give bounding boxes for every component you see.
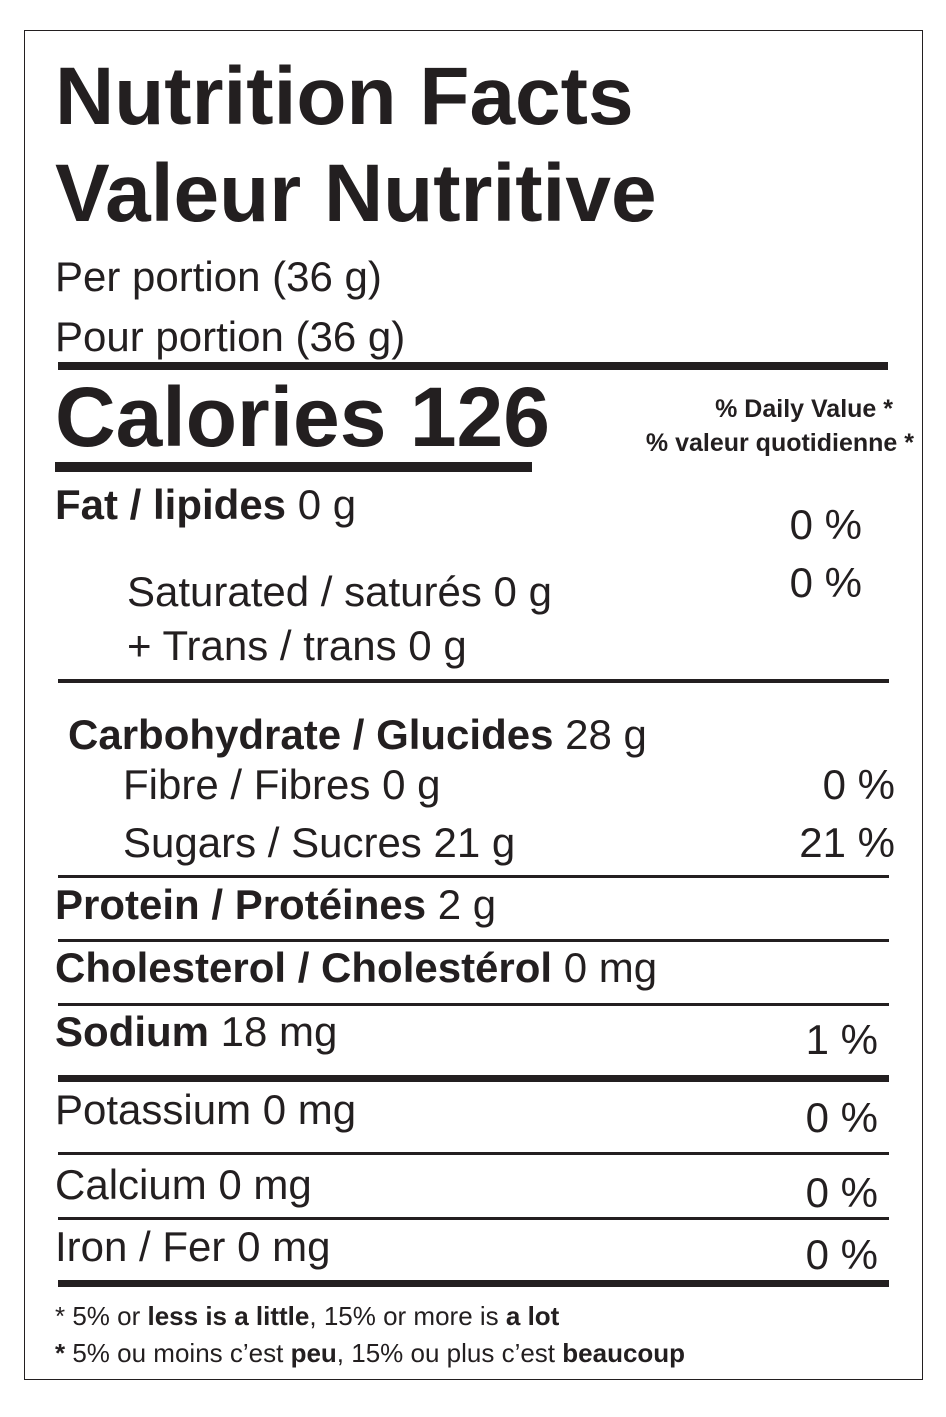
nutrient-label: Protein / Protéines (55, 881, 427, 928)
nutrient-label: Sugars / Sucres (123, 819, 422, 866)
divider (58, 1217, 889, 1220)
nutrient-calcium: Calcium 0 mg (55, 1164, 312, 1206)
footnote-text: , 15% ou plus c’est (336, 1338, 563, 1368)
nutrient-label: Carbohydrate / Glucides (68, 711, 554, 758)
footnote-english: * 5% or less is a little, 15% or more is… (55, 1303, 559, 1329)
divider (58, 1152, 889, 1155)
footnote-text: 5% ou moins c’est (65, 1338, 291, 1368)
nutrient-sodium-dv: 1 % (805, 1016, 878, 1063)
nutrient-amount: 2 g (437, 881, 497, 928)
divider (58, 939, 889, 942)
daily-value-header-english: % Daily Value * (715, 395, 893, 423)
nutrient-sodium: Sodium 18 mg (55, 1011, 337, 1053)
nutrient-trans: + Trans / trans 0 g (127, 625, 467, 667)
nutrient-amount: 0 mg (563, 944, 658, 991)
nutrient-amount: 0 g (493, 568, 552, 615)
nutrient-amount: 0 mg (262, 1086, 357, 1133)
footnote-emphasis: peu (290, 1338, 337, 1368)
nutrient-amount: 0 g (408, 622, 467, 669)
nutrient-amount: 0 g (297, 481, 357, 528)
divider-thick (58, 1280, 889, 1287)
label-border (24, 30, 923, 1380)
nutrient-amount: 0 g (382, 761, 441, 808)
nutrient-iron-dv: 0 % (805, 1231, 878, 1278)
nutrient-saturated-dv: 0 % (789, 559, 862, 606)
nutrient-amount: 18 mg (220, 1008, 338, 1055)
nutrient-amount: 0 mg (237, 1223, 331, 1270)
nutrient-amount: 0 mg (218, 1161, 312, 1208)
nutrient-amount: 28 g (565, 711, 647, 758)
serving-size-french: Pour portion (36 g) (55, 313, 406, 360)
footnote-emphasis: a lot (505, 1301, 560, 1331)
nutrient-amount: 21 g (433, 819, 516, 866)
nutrient-label: Potassium (55, 1086, 252, 1133)
divider-thick (58, 1075, 889, 1082)
divider (58, 1003, 889, 1006)
nutrient-saturated: Saturated / saturés 0 g (127, 571, 552, 613)
nutrient-calcium-dv: 0 % (805, 1169, 878, 1216)
nutrient-carbohydrate: Carbohydrate / Glucides 28 g (68, 714, 647, 756)
nutrient-label: Fat / lipides (55, 481, 287, 528)
nutrient-label: + Trans / trans (127, 622, 397, 669)
nutrient-sugars: Sugars / Sucres 21 g (123, 822, 515, 864)
divider (58, 875, 889, 878)
footnote-text: * 5% or (55, 1301, 148, 1331)
nutrient-label: Fibre / Fibres (123, 761, 371, 808)
footnote-emphasis: beaucoup (562, 1338, 686, 1368)
nutrient-cholesterol: Cholesterol / Cholestérol 0 mg (55, 947, 657, 989)
nutrient-fibre-dv: 0 % (822, 761, 895, 808)
nutrient-potassium: Potassium 0 mg (55, 1089, 356, 1131)
nutrient-label: Cholesterol / Cholestérol (55, 944, 553, 991)
nutrient-sugars-dv: 21 % (799, 819, 895, 866)
nutrient-label: Iron / Fer (55, 1223, 226, 1270)
nutrient-label: Calcium (55, 1161, 207, 1208)
footnote-french: * 5% ou moins c’est peu, 15% ou plus c’e… (55, 1340, 685, 1366)
nutrient-potassium-dv: 0 % (805, 1094, 878, 1141)
divider-thick (58, 362, 888, 370)
calories-label: Calories (55, 370, 387, 464)
calories-value: 126 (409, 370, 550, 464)
calories-underline (55, 462, 532, 472)
title-english: Nutrition Facts (55, 51, 634, 142)
divider (58, 679, 889, 683)
daily-value-header-french: % valeur quotidienne * (645, 429, 914, 457)
nutrient-label: Saturated / saturés (127, 568, 482, 615)
nutrient-iron: Iron / Fer 0 mg (55, 1226, 330, 1268)
nutrient-protein: Protein / Protéines 2 g (55, 884, 496, 926)
serving-size-english: Per portion (36 g) (55, 253, 382, 300)
nutrient-fat-dv: 0 % (789, 501, 862, 548)
footnote-emphasis: less is a little (147, 1301, 310, 1331)
title-french: Valeur Nutritive (55, 148, 657, 239)
nutrient-fibre: Fibre / Fibres 0 g (123, 764, 440, 806)
footnote-text: , 15% or more is (309, 1301, 506, 1331)
nutrient-label: Sodium (55, 1008, 209, 1055)
footnote-asterisk: * (55, 1338, 66, 1368)
calories: Calories 126 (55, 375, 550, 459)
nutrient-fat: Fat / lipides 0 g (55, 484, 356, 526)
